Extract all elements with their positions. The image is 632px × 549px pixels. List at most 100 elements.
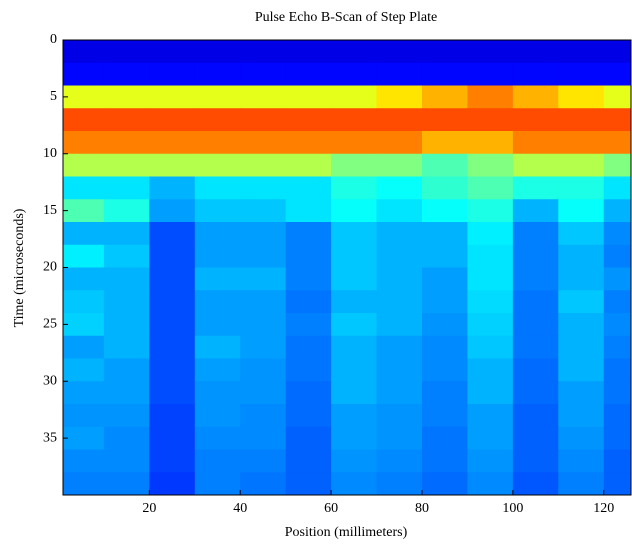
heat-cell — [421, 358, 468, 382]
heat-cell — [376, 335, 423, 359]
heat-cell — [421, 176, 468, 200]
heat-cell — [240, 222, 287, 246]
heat-cell — [512, 426, 559, 450]
heat-cell — [603, 85, 632, 109]
heat-cell — [149, 199, 196, 223]
heat-cell — [331, 426, 378, 450]
heat-cell — [240, 153, 287, 177]
heat-cell — [63, 472, 105, 496]
heat-cell — [467, 404, 514, 428]
heat-cell — [194, 85, 241, 109]
x-tick-label: 120 — [593, 501, 614, 516]
heat-cell — [63, 153, 105, 177]
heat-cell — [240, 62, 287, 86]
heat-cell — [194, 426, 241, 450]
heat-cell — [285, 108, 332, 132]
heat-cell — [512, 131, 559, 155]
heat-cell — [376, 381, 423, 405]
heat-cell — [194, 381, 241, 405]
heat-cell — [512, 290, 559, 314]
heat-cell — [63, 381, 105, 405]
heat-cell — [603, 108, 632, 132]
heat-cell — [512, 449, 559, 473]
y-tick-label: 30 — [43, 373, 57, 388]
heat-cell — [103, 244, 150, 268]
heat-cell — [240, 131, 287, 155]
heat-cell — [512, 358, 559, 382]
heat-cell — [63, 449, 105, 473]
heat-cell — [194, 108, 241, 132]
heat-cell — [376, 62, 423, 86]
heat-cell — [558, 313, 605, 337]
heat-cell — [103, 40, 150, 64]
heat-cell — [603, 62, 632, 86]
heat-cell — [103, 131, 150, 155]
heat-cell — [603, 131, 632, 155]
heat-cell — [194, 153, 241, 177]
heat-cell — [558, 199, 605, 223]
heat-cell — [240, 267, 287, 291]
heat-cell — [149, 244, 196, 268]
y-tick-label: 25 — [43, 317, 57, 332]
heat-cell — [467, 449, 514, 473]
heat-cell — [376, 176, 423, 200]
heat-cell — [421, 222, 468, 246]
y-tick-label: 10 — [43, 146, 57, 161]
y-tick-label: 0 — [50, 32, 57, 47]
heat-cell — [467, 40, 514, 64]
heat-cell — [103, 267, 150, 291]
heat-cell — [240, 335, 287, 359]
heat-cell — [376, 199, 423, 223]
heat-cell — [149, 290, 196, 314]
heat-cell — [603, 222, 632, 246]
heat-cell — [421, 313, 468, 337]
heat-cell — [558, 358, 605, 382]
heat-cell — [558, 62, 605, 86]
heat-cell — [285, 153, 332, 177]
heat-cell — [63, 404, 105, 428]
heat-cell — [285, 449, 332, 473]
heat-cell — [103, 153, 150, 177]
heat-cell — [512, 244, 559, 268]
heat-cell — [63, 131, 105, 155]
heat-cell — [558, 449, 605, 473]
heat-cell — [103, 199, 150, 223]
heat-cell — [240, 40, 287, 64]
heat-cell — [376, 267, 423, 291]
heat-cell — [331, 358, 378, 382]
heat-cell — [240, 199, 287, 223]
heat-cell — [603, 404, 632, 428]
y-tick-label: 5 — [50, 89, 57, 104]
heat-cell — [512, 222, 559, 246]
heat-cell — [63, 85, 105, 109]
heat-cell — [558, 85, 605, 109]
heat-cell — [421, 153, 468, 177]
heat-cell — [63, 176, 105, 200]
heat-cell — [376, 108, 423, 132]
heat-cell — [285, 85, 332, 109]
heat-cell — [603, 358, 632, 382]
heat-cell — [240, 108, 287, 132]
heat-cell — [421, 244, 468, 268]
heat-cell — [421, 404, 468, 428]
heat-cell — [331, 40, 378, 64]
heat-cell — [103, 222, 150, 246]
heat-cell — [194, 404, 241, 428]
heat-cell — [558, 404, 605, 428]
heat-cell — [558, 108, 605, 132]
heat-cell — [103, 176, 150, 200]
y-tick-label: 15 — [43, 203, 57, 218]
heat-cell — [285, 426, 332, 450]
heat-cell — [63, 290, 105, 314]
heat-cell — [103, 335, 150, 359]
heat-cell — [285, 381, 332, 405]
heat-cell — [149, 313, 196, 337]
y-tick-label: 20 — [43, 260, 57, 275]
x-axis-label: Position (millimeters) — [285, 525, 408, 540]
heat-cell — [467, 267, 514, 291]
heat-cell — [331, 472, 378, 496]
heat-cell — [240, 358, 287, 382]
heat-cell — [149, 131, 196, 155]
heat-cell — [194, 313, 241, 337]
heat-cell — [331, 290, 378, 314]
